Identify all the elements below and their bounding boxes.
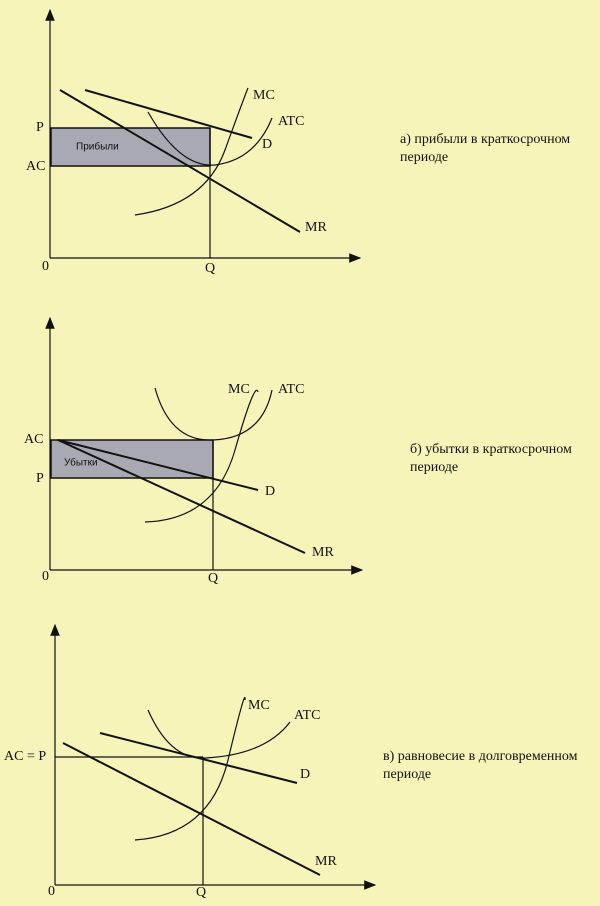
axis-label: AC — [26, 159, 45, 174]
mr-curve — [62, 742, 321, 876]
caption: периоде — [383, 767, 431, 782]
area-label: Прибыли — [76, 141, 119, 153]
mr-curve — [59, 89, 301, 233]
mc-curve — [134, 697, 246, 841]
caption: периоде — [400, 150, 448, 165]
caption: в) равновесие в долговременном — [383, 749, 578, 764]
demand-curve — [84, 89, 253, 139]
axis-label: Q — [205, 261, 215, 276]
panel-profit: MC ATC D MR P AC 0 Q Прибыли а) прибыли … — [26, 8, 570, 276]
caption: периоде — [410, 460, 458, 475]
axis-label: 0 — [42, 259, 49, 274]
curve-label: ATC — [294, 708, 320, 723]
panel-loss: MC ATC D MR AC P 0 Q Убытки б) убытки в … — [24, 316, 572, 586]
curve-label: MC — [253, 88, 275, 103]
curve-label: MR — [315, 854, 337, 869]
axis-label: Q — [208, 571, 218, 586]
axis-label: Q — [196, 885, 206, 900]
axis-label: 0 — [48, 884, 55, 899]
atc-curve — [154, 387, 273, 441]
demand-curve — [57, 439, 259, 491]
panel-equilibrium: MC ATC D MR AC = P 0 Q в) равновесие в д… — [4, 623, 578, 900]
curve-label: MR — [305, 220, 327, 235]
curve-label: D — [300, 767, 310, 782]
atc-curve — [147, 709, 291, 759]
profit-area — [50, 127, 211, 167]
curve-label: MC — [228, 382, 250, 397]
axis-label: P — [36, 120, 44, 135]
atc-curve — [147, 111, 273, 166]
curve-label: D — [265, 484, 275, 499]
area-label: Убытки — [64, 457, 98, 469]
caption: а) прибыли в краткосрочном — [400, 132, 570, 147]
axis-label: P — [36, 471, 44, 486]
axis-label: AC — [24, 432, 43, 447]
axis-label: 0 — [42, 569, 49, 584]
mr-curve — [57, 439, 306, 554]
axis-label: AC = P — [4, 749, 46, 764]
curve-label: D — [262, 137, 272, 152]
curve-label: ATC — [278, 382, 304, 397]
curve-label: MC — [248, 698, 270, 713]
curve-label: MR — [312, 545, 334, 560]
mc-curve — [144, 389, 259, 523]
curve-label: ATC — [278, 114, 304, 129]
mc-curve — [134, 87, 249, 216]
caption: б) убытки в краткосрочном — [410, 442, 572, 457]
